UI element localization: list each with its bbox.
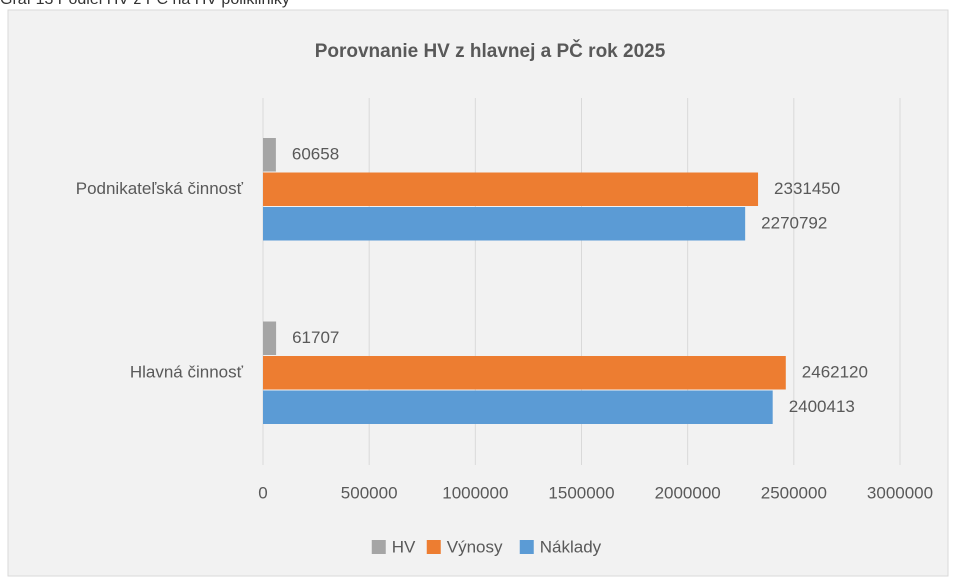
data-label: 61707	[292, 328, 339, 347]
bar	[263, 206, 746, 241]
bar	[263, 172, 759, 206]
data-label: 2331450	[774, 179, 840, 198]
legend-swatch	[426, 540, 441, 554]
legend-label: Náklady	[540, 537, 602, 556]
x-tick-label: 1500000	[548, 483, 614, 502]
legend-swatch	[371, 540, 386, 554]
data-label: 2270792	[761, 214, 827, 233]
y-tick-label: Hlavná činnosť	[130, 363, 244, 382]
data-label: 2462120	[802, 363, 868, 382]
bar	[263, 356, 786, 390]
x-tick-label: 2000000	[655, 483, 721, 502]
y-tick-label: Podnikateľská činnosť	[76, 179, 244, 198]
legend-label: Výnosy	[447, 537, 503, 556]
x-tick-label: 1000000	[442, 483, 508, 502]
x-tick-label: 500000	[341, 483, 398, 502]
chart-background	[7, 9, 949, 577]
x-tick-label: 3000000	[867, 483, 933, 502]
x-tick-label: 2500000	[761, 483, 827, 502]
data-label: 60658	[292, 145, 339, 164]
caption: Graf 13 Podiel HV z PČ na HV polikliniky	[0, 0, 290, 8]
x-tick-label: 0	[258, 483, 267, 502]
bar	[263, 390, 773, 424]
data-label: 2400413	[789, 397, 855, 416]
legend-label: HV	[392, 537, 416, 556]
legend-swatch	[519, 540, 534, 554]
bar	[263, 138, 276, 172]
bar	[263, 321, 277, 356]
chart-title: Porovnanie HV z hlavnej a PČ rok 2025	[315, 40, 666, 62]
